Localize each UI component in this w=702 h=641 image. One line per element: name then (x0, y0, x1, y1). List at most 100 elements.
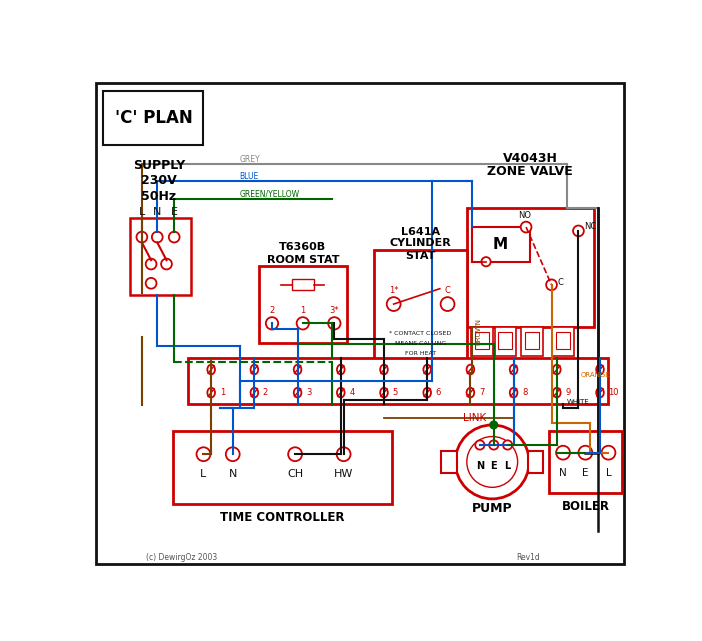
Text: E: E (582, 468, 589, 478)
Ellipse shape (207, 365, 215, 374)
Text: CH: CH (287, 469, 303, 479)
Text: 3*: 3* (329, 306, 339, 315)
Ellipse shape (423, 365, 431, 374)
Text: ROOM STAT: ROOM STAT (267, 255, 339, 265)
Circle shape (482, 257, 491, 267)
Text: 3: 3 (306, 388, 312, 397)
Bar (188, 358, 608, 404)
Circle shape (490, 421, 498, 429)
Bar (475, 332, 489, 349)
Text: V4043H: V4043H (503, 152, 557, 165)
Text: ORANGE: ORANGE (581, 372, 611, 378)
Text: 50Hz: 50Hz (141, 190, 176, 203)
Circle shape (521, 222, 531, 233)
Text: NC: NC (585, 222, 597, 231)
Circle shape (152, 231, 163, 242)
Text: L: L (200, 469, 206, 479)
Ellipse shape (337, 388, 345, 397)
Text: 2: 2 (270, 306, 274, 315)
Text: 1: 1 (220, 388, 225, 397)
Text: L: L (505, 461, 511, 470)
Bar (525, 332, 539, 349)
Circle shape (168, 231, 180, 242)
Text: BOILER: BOILER (562, 500, 610, 513)
Text: NO: NO (518, 211, 531, 220)
Text: 2: 2 (263, 388, 268, 397)
Text: E: E (171, 206, 178, 217)
Text: HW: HW (334, 469, 353, 479)
Bar (467, 208, 594, 327)
Bar (472, 227, 530, 262)
Text: L641A: L641A (401, 227, 440, 237)
Text: (c) DewirgOz 2003: (c) DewirgOz 2003 (146, 553, 218, 562)
Bar (552, 327, 574, 356)
Text: BLUE: BLUE (239, 172, 259, 181)
Bar (374, 250, 467, 365)
Bar (494, 327, 516, 356)
Text: 10: 10 (609, 388, 619, 397)
Text: N: N (153, 206, 161, 217)
Bar (292, 279, 314, 290)
Circle shape (136, 231, 147, 242)
Text: E: E (491, 461, 497, 470)
Text: 'C' PLAN: 'C' PLAN (114, 109, 192, 127)
Circle shape (197, 447, 211, 461)
Text: Rev1d: Rev1d (517, 553, 541, 562)
Text: T6360B: T6360B (279, 242, 326, 252)
Circle shape (456, 425, 529, 499)
Ellipse shape (467, 388, 475, 397)
Circle shape (602, 445, 616, 460)
Text: FOR HEAT: FOR HEAT (405, 351, 436, 356)
Bar (259, 265, 347, 342)
Circle shape (441, 297, 454, 311)
Text: 1*: 1* (389, 287, 399, 296)
Text: 8: 8 (522, 388, 527, 397)
Ellipse shape (596, 388, 604, 397)
Text: L: L (606, 468, 611, 478)
Text: 7: 7 (479, 388, 484, 397)
Circle shape (556, 445, 570, 460)
Text: BROWN: BROWN (475, 317, 482, 344)
Circle shape (161, 258, 172, 269)
Circle shape (489, 440, 498, 449)
Bar (103, 91, 204, 145)
Ellipse shape (251, 365, 258, 374)
Ellipse shape (251, 388, 258, 397)
Text: PUMP: PUMP (472, 502, 512, 515)
Ellipse shape (293, 388, 301, 397)
Text: N: N (229, 469, 237, 479)
Text: N: N (476, 461, 484, 470)
Circle shape (146, 258, 157, 269)
Text: 230V: 230V (141, 174, 177, 187)
Ellipse shape (337, 365, 345, 374)
Text: 5: 5 (392, 388, 398, 397)
Bar (498, 332, 512, 349)
Ellipse shape (423, 388, 431, 397)
Circle shape (573, 226, 584, 237)
Circle shape (467, 437, 517, 487)
Bar (130, 218, 191, 295)
Circle shape (503, 440, 512, 449)
Text: M: M (493, 237, 508, 251)
Text: C: C (444, 287, 451, 296)
Ellipse shape (207, 388, 215, 397)
Circle shape (578, 445, 592, 460)
Circle shape (475, 440, 484, 449)
Ellipse shape (553, 365, 561, 374)
Text: 4: 4 (350, 388, 355, 397)
Circle shape (146, 278, 157, 288)
Ellipse shape (553, 388, 561, 397)
Bar (528, 451, 543, 472)
Ellipse shape (467, 365, 475, 374)
Text: 6: 6 (436, 388, 441, 397)
Text: CYLINDER: CYLINDER (390, 238, 451, 248)
Text: LINK: LINK (463, 413, 486, 423)
Text: 9: 9 (565, 388, 571, 397)
Ellipse shape (596, 365, 604, 374)
Text: STAT: STAT (406, 251, 436, 261)
Text: WHITE: WHITE (567, 399, 590, 405)
Text: * CONTACT CLOSED: * CONTACT CLOSED (390, 331, 451, 336)
Text: ZONE VALVE: ZONE VALVE (487, 165, 573, 178)
Ellipse shape (293, 365, 301, 374)
Bar (173, 431, 392, 504)
